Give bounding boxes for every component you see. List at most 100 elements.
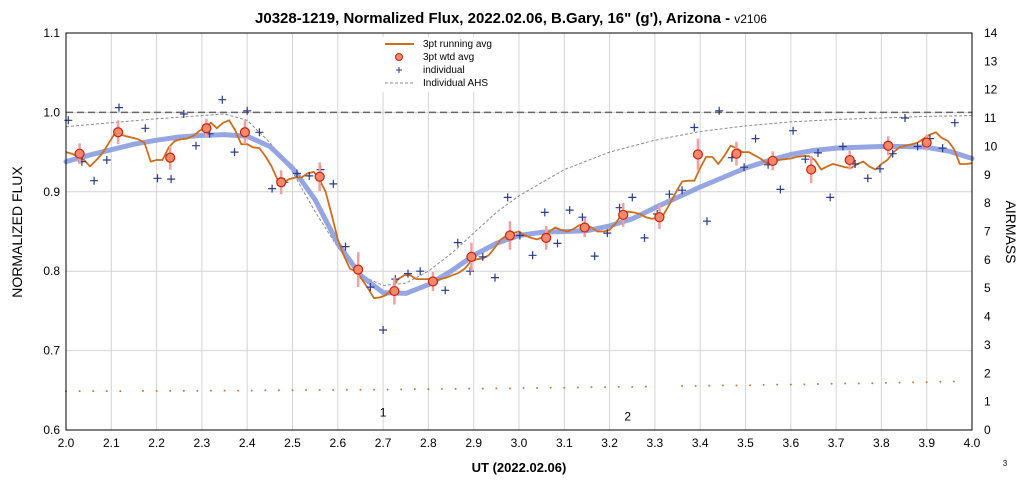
- individual-point: [404, 269, 412, 278]
- individual-point: [528, 251, 537, 260]
- airmass-point: [912, 381, 915, 384]
- airmass-point: [925, 381, 928, 384]
- individual-point: [590, 252, 599, 261]
- airmass-point: [78, 390, 81, 393]
- individual-point: [153, 174, 162, 183]
- airmass-point: [318, 389, 321, 392]
- individual-point: [628, 193, 637, 202]
- y2-tick-label: 5: [984, 281, 991, 295]
- airmass-point: [291, 389, 294, 392]
- individual-point: [141, 124, 150, 133]
- x-tick-label: 2.8: [420, 436, 437, 450]
- airmass-point: [617, 385, 620, 388]
- airmass-point: [952, 380, 955, 383]
- airmass-point: [776, 383, 779, 386]
- x-tick-label: 2.1: [103, 436, 120, 450]
- x-tick-label: 3.2: [601, 436, 618, 450]
- y2-axis-label: AIRMASS: [1003, 200, 1019, 263]
- wtd-avg-point: [731, 148, 742, 159]
- legend-label-individual: individual: [423, 65, 465, 76]
- y2-tick-label: 2: [984, 366, 991, 380]
- x-tick-label: 3.7: [828, 436, 845, 450]
- y2-tick-label: 10: [984, 139, 998, 153]
- airmass-point: [898, 381, 901, 384]
- individual-point: [268, 184, 277, 193]
- y-axis-label: NORMALIZED FLUX: [9, 166, 25, 298]
- individual-point: [192, 141, 200, 150]
- airmass-point: [857, 382, 860, 385]
- airmass-point: [721, 384, 724, 387]
- individual-point: [665, 190, 674, 199]
- x-tick-label: 2.3: [194, 436, 211, 450]
- x-tick-label: 3.5: [737, 436, 754, 450]
- x-tick-label: 2.4: [239, 436, 256, 450]
- airmass-point: [644, 385, 647, 388]
- wtd-avg-point: [692, 149, 704, 160]
- individual-point: [863, 174, 872, 183]
- y2-tick-label: 8: [984, 196, 991, 210]
- individual-point: [102, 156, 111, 164]
- airmass-point: [481, 387, 484, 390]
- legend-swatch-individual: [396, 67, 402, 73]
- airmass-point: [359, 388, 362, 391]
- airmass-point: [681, 385, 684, 388]
- individual-point: [901, 114, 909, 122]
- airmass-point: [454, 387, 457, 390]
- individual-point: [715, 106, 724, 115]
- airmass-point: [522, 387, 525, 390]
- airmass-point: [196, 389, 199, 392]
- airmass-point: [105, 390, 108, 393]
- individual-point: [515, 231, 524, 240]
- airmass-point: [142, 389, 145, 392]
- wtd-avg-point: [806, 164, 817, 175]
- x-tick-label: 3.4: [692, 436, 709, 450]
- legend-label-wtd-avg: 3pt wtd avg: [423, 52, 474, 63]
- airmass-point: [830, 382, 833, 385]
- individual-point: [913, 142, 922, 151]
- airmass-point: [563, 386, 566, 389]
- airmass-point: [468, 387, 471, 390]
- individual-point: [678, 186, 687, 195]
- airmass-point: [386, 388, 389, 391]
- wtd-avg-series: [74, 118, 932, 305]
- wtd-avg-point: [276, 177, 287, 188]
- individual-point: [243, 106, 252, 115]
- individual-point: [230, 148, 239, 157]
- individual-point: [640, 233, 649, 242]
- individual-point: [366, 283, 375, 292]
- airmass-point: [277, 389, 280, 392]
- airmass-point: [155, 389, 158, 392]
- airmass-point: [169, 389, 172, 392]
- running-avg-series: [65, 119, 973, 300]
- x-tick-label: 2.5: [284, 436, 301, 450]
- wtd-avg-point: [466, 251, 477, 263]
- individual-point: [690, 123, 699, 132]
- wtd-avg-point: [541, 232, 552, 243]
- individual-point: [938, 144, 947, 153]
- airmass-point: [631, 385, 634, 388]
- individual-point: [305, 171, 314, 180]
- x-tick-label: 2.6: [329, 436, 346, 450]
- individual-point: [578, 213, 587, 222]
- individual-point: [379, 326, 388, 334]
- annotation-label: 1: [380, 406, 387, 420]
- airmass-point: [495, 387, 498, 390]
- individual-point: [466, 267, 475, 276]
- x-tick-label: 2.0: [58, 436, 75, 450]
- individual-point: [90, 176, 99, 185]
- y-tick-label: 1.0: [43, 105, 60, 119]
- individual-point: [740, 163, 749, 172]
- airmass-point: [119, 390, 122, 393]
- individual-point: [503, 193, 512, 202]
- wtd-avg-point: [654, 212, 665, 223]
- y-tick-label: 0.6: [43, 423, 60, 437]
- individual-point: [441, 286, 450, 295]
- airmass-point: [332, 389, 335, 392]
- wtd-avg-point: [579, 222, 590, 233]
- x-tick-label: 3.3: [647, 436, 664, 450]
- individual-point: [179, 110, 188, 118]
- airmass-point: [708, 384, 711, 387]
- wtd-avg-point: [353, 264, 364, 275]
- individual-point: [789, 126, 798, 135]
